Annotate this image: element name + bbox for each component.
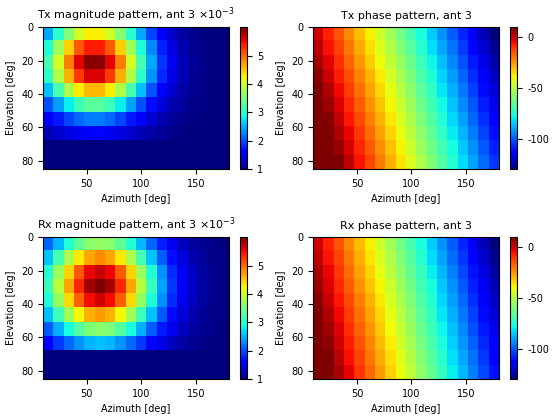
Y-axis label: Elevation [deg]: Elevation [deg]	[276, 271, 286, 345]
Title: Tx magnitude pattern, ant 3 $\times10^{-3}$: Tx magnitude pattern, ant 3 $\times10^{-…	[37, 5, 235, 24]
Y-axis label: Elevation [deg]: Elevation [deg]	[6, 271, 16, 345]
Title: Rx phase pattern, ant 3: Rx phase pattern, ant 3	[340, 221, 472, 231]
X-axis label: Azimuth [deg]: Azimuth [deg]	[101, 404, 171, 415]
Title: Rx magnitude pattern, ant 3 $\times10^{-3}$: Rx magnitude pattern, ant 3 $\times10^{-…	[37, 215, 235, 234]
Y-axis label: Elevation [deg]: Elevation [deg]	[276, 61, 286, 135]
Title: Tx phase pattern, ant 3: Tx phase pattern, ant 3	[340, 11, 472, 21]
X-axis label: Azimuth [deg]: Azimuth [deg]	[101, 194, 171, 205]
Y-axis label: Elevation [deg]: Elevation [deg]	[6, 61, 16, 135]
X-axis label: Azimuth [deg]: Azimuth [deg]	[371, 194, 441, 205]
X-axis label: Azimuth [deg]: Azimuth [deg]	[371, 404, 441, 415]
